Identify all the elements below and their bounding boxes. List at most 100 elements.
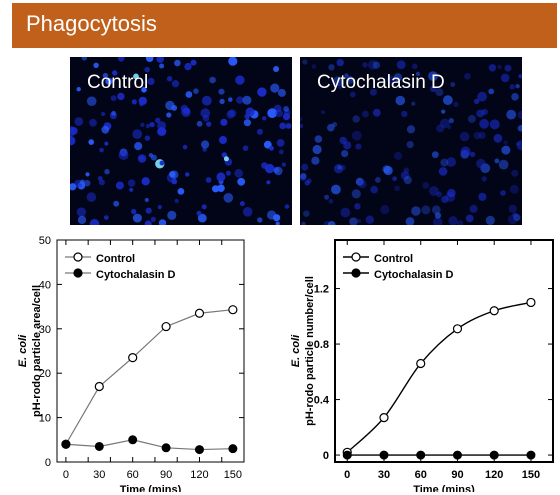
cell-nucleus	[111, 110, 116, 116]
cell-nucleus	[517, 125, 522, 132]
cell-nucleus	[174, 59, 181, 67]
cell-nucleus	[177, 188, 185, 195]
y-tick-label: 0.8	[314, 339, 329, 351]
y-axis-label-organism: E. coli	[290, 334, 302, 367]
cell-nucleus	[228, 97, 233, 102]
cell-nucleus	[403, 167, 410, 174]
cell-nucleus	[362, 62, 368, 68]
cell-nucleus	[76, 207, 87, 217]
cell-nucleus	[201, 95, 212, 106]
cell-nucleus	[301, 221, 306, 225]
cell-nucleus	[411, 206, 421, 216]
cell-nucleus	[157, 127, 167, 136]
data-point-cytochalasin	[94, 441, 104, 451]
y-axis-label-measure: pH-rodo particle area/cell	[31, 285, 43, 417]
cell-nucleus	[312, 144, 322, 155]
data-point-cytochalasin	[489, 450, 499, 460]
data-point-control	[416, 358, 426, 369]
cell-nucleus	[370, 185, 378, 194]
cell-nucleus	[488, 64, 497, 72]
cell-nucleus	[275, 109, 284, 118]
cell-nucleus	[511, 93, 519, 101]
cell-nucleus	[218, 88, 225, 95]
cell-nucleus	[274, 166, 283, 176]
cell-nucleus	[337, 84, 343, 90]
cell-nucleus	[386, 75, 396, 84]
cell-nucleus	[145, 207, 152, 214]
cell-nucleus	[137, 154, 147, 163]
panel-label-control: Control	[87, 72, 149, 93]
cell-nucleus	[139, 102, 144, 107]
y-tick-label: 40	[39, 279, 51, 291]
cell-nucleus	[441, 195, 449, 203]
cell-nucleus	[131, 99, 137, 105]
cell-nucleus	[263, 140, 272, 149]
cell-nucleus	[300, 173, 307, 180]
cell-nucleus	[242, 207, 253, 217]
legend-label: Cytochalasin D	[374, 269, 454, 281]
cell-nucleus	[197, 213, 207, 223]
data-point-control	[194, 308, 205, 318]
data-point-cytochalasin	[128, 435, 138, 445]
cell-nucleus	[515, 84, 520, 89]
cell-nucleus	[469, 204, 478, 213]
cell-nucleus	[276, 139, 285, 147]
cell-nucleus	[201, 140, 210, 149]
header-banner: Phagocytosis	[12, 3, 557, 48]
cell-nucleus	[479, 118, 489, 129]
legend-label: Cytochalasin D	[96, 269, 176, 281]
cell-nucleus	[448, 216, 458, 225]
x-tick-label: 120	[485, 469, 503, 481]
data-point-cytochalasin	[416, 450, 426, 460]
x-tick-label: 0	[63, 469, 69, 481]
cell-nucleus	[328, 198, 334, 204]
cell-nucleus	[256, 128, 263, 135]
cell-nucleus	[99, 147, 104, 153]
cell-nucleus	[200, 108, 211, 118]
cell-nucleus	[74, 117, 84, 126]
cell-nucleus	[406, 125, 416, 134]
series-line	[346, 301, 532, 453]
cell-nucleus	[302, 59, 308, 65]
cell-nucleus	[70, 183, 77, 191]
cell-nucleus	[508, 204, 517, 213]
cell-nucleus	[497, 64, 502, 70]
data-point-control	[452, 324, 463, 334]
cell-nucleus	[351, 189, 361, 199]
cell-nucleus	[464, 73, 471, 80]
cell-nucleus	[76, 87, 81, 92]
cell-nucleus	[117, 92, 125, 101]
cell-nucleus	[235, 75, 245, 85]
legend-label: Control	[96, 253, 135, 265]
data-point-cytochalasin	[526, 450, 536, 460]
cell-nucleus	[300, 123, 304, 129]
x-tick-label: 30	[378, 469, 390, 481]
cell-nucleus	[428, 71, 438, 81]
cell-nucleus	[303, 210, 310, 217]
cell-nucleus	[223, 193, 234, 203]
cell-nucleus	[239, 201, 245, 207]
cell-nucleus	[509, 84, 515, 90]
cell-nucleus	[147, 77, 155, 85]
cell-nucleus	[140, 122, 145, 127]
cell-nucleus	[269, 145, 274, 151]
cell-nucleus	[494, 158, 500, 164]
cell-nucleus	[217, 184, 225, 192]
cell-nucleus	[117, 57, 125, 62]
cell-nucleus	[70, 126, 76, 137]
cell-nucleus	[358, 180, 367, 189]
cell-nucleus	[225, 170, 231, 176]
cell-nucleus	[166, 112, 172, 118]
cell-nucleus	[141, 177, 150, 186]
x-tick-label: 150	[522, 469, 540, 481]
data-point-cytochalasin	[452, 450, 462, 460]
panel-label-cytochalasin: Cytochalasin D	[317, 72, 445, 93]
y-tick-label: 0	[323, 450, 329, 462]
data-point-cytochalasin	[228, 444, 238, 454]
cell-nucleus	[83, 179, 91, 187]
cell-nucleus	[98, 179, 105, 186]
cell-nucleus	[450, 82, 456, 87]
cell-nucleus	[395, 95, 406, 106]
cell-nucleus	[436, 124, 445, 133]
cell-field-cytochalasin	[300, 58, 522, 225]
